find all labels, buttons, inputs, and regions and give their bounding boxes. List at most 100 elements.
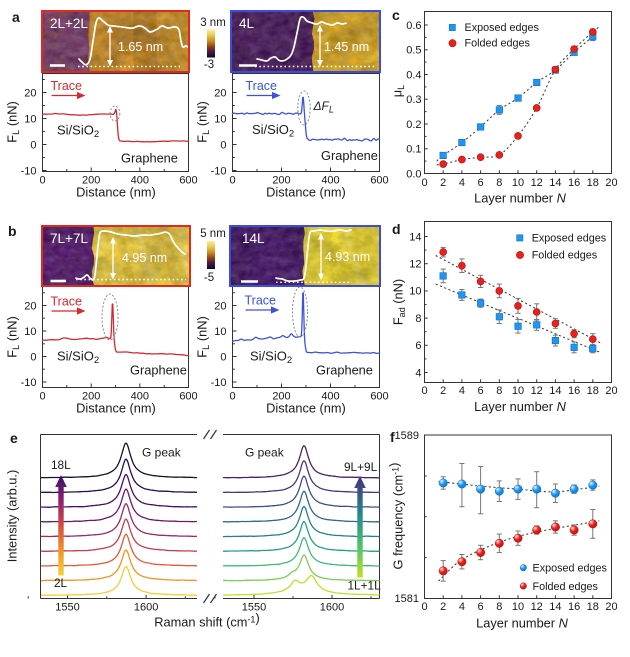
svg-text:0: 0 (421, 385, 427, 397)
svg-text:200: 200 (82, 390, 100, 402)
svg-text:7L+7L: 7L+7L (50, 231, 88, 246)
svg-text:Trace: Trace (51, 295, 83, 309)
svg-text:0.6: 0.6 (406, 20, 421, 32)
svg-text:10: 10 (409, 286, 421, 298)
svg-text:Distance (nm): Distance (nm) (76, 401, 156, 416)
svg-text:0: 0 (220, 139, 226, 151)
svg-text:4: 4 (415, 367, 421, 379)
svg-text:14: 14 (549, 601, 561, 613)
svg-text:1581: 1581 (395, 593, 419, 605)
svg-text:6: 6 (478, 601, 484, 613)
svg-text:12: 12 (531, 601, 543, 613)
svg-text:Folded edges: Folded edges (533, 581, 599, 593)
svg-text:Trace: Trace (245, 294, 277, 308)
svg-text:FL (nN): FL (nN) (5, 316, 22, 357)
svg-text:Intensity (arb.u.): Intensity (arb.u.) (5, 470, 20, 562)
svg-text:G peak: G peak (245, 446, 285, 460)
svg-text:G frequency (cm-1): G frequency (cm-1) (387, 463, 406, 570)
svg-text:20: 20 (214, 300, 226, 312)
svg-text:10: 10 (24, 326, 36, 338)
svg-text:Folded edges: Folded edges (532, 249, 598, 261)
svg-text:10: 10 (512, 601, 524, 613)
svg-text:0: 0 (220, 351, 226, 363)
svg-text:4: 4 (459, 177, 465, 189)
svg-text:f: f (390, 429, 395, 445)
svg-text:20: 20 (214, 87, 226, 99)
svg-text:4.95 nm: 4.95 nm (122, 251, 167, 265)
svg-text:4.93 nm: 4.93 nm (325, 250, 370, 264)
svg-text:FL (nN): FL (nN) (5, 101, 22, 142)
svg-text:10: 10 (512, 177, 524, 189)
svg-text:8: 8 (496, 385, 502, 397)
svg-text:Distance (nm): Distance (nm) (266, 401, 346, 416)
svg-text:6: 6 (478, 177, 484, 189)
svg-text:Trace: Trace (51, 79, 83, 93)
svg-text:Distance (nm): Distance (nm) (266, 185, 346, 200)
svg-text:0.0: 0.0 (406, 168, 421, 180)
svg-text:Trace: Trace (246, 79, 278, 93)
svg-text:1.65 nm: 1.65 nm (118, 40, 163, 54)
svg-text:5 nm: 5 nm (200, 228, 226, 240)
svg-text:12: 12 (531, 177, 543, 189)
svg-text:400: 400 (321, 390, 339, 402)
svg-text:200: 200 (272, 390, 290, 402)
svg-text:600: 600 (179, 390, 197, 402)
svg-text:1589: 1589 (395, 430, 419, 442)
svg-text:20: 20 (605, 601, 617, 613)
svg-text:18: 18 (587, 601, 599, 613)
svg-text:a: a (12, 9, 20, 25)
svg-text:Graphene: Graphene (321, 148, 378, 163)
svg-text:10: 10 (512, 385, 524, 397)
svg-text:8: 8 (415, 313, 421, 325)
svg-text:-10: -10 (21, 377, 37, 389)
svg-text:18: 18 (587, 385, 599, 397)
svg-text:Graphene: Graphene (130, 363, 187, 378)
svg-text:Si/SiO2: Si/SiO2 (250, 349, 292, 367)
svg-text:-10: -10 (211, 377, 227, 389)
svg-text:-10: -10 (21, 165, 37, 177)
svg-text:Si/SiO2: Si/SiO2 (57, 123, 99, 141)
svg-text:8: 8 (496, 177, 502, 189)
svg-text:4L: 4L (239, 16, 255, 31)
svg-text:G peak: G peak (142, 446, 182, 460)
svg-text:2: 2 (440, 385, 446, 397)
svg-text:2L: 2L (54, 576, 68, 590)
svg-text:16: 16 (568, 177, 580, 189)
svg-text:20: 20 (24, 300, 36, 312)
svg-text:0.1: 0.1 (406, 144, 421, 156)
svg-text:0: 0 (229, 390, 235, 402)
svg-text:8: 8 (496, 601, 502, 613)
svg-text:c: c (392, 7, 400, 23)
svg-text:10: 10 (214, 326, 226, 338)
svg-text:600: 600 (370, 390, 388, 402)
svg-text:12: 12 (409, 259, 421, 271)
svg-text:0: 0 (30, 139, 36, 151)
svg-text:1600: 1600 (320, 601, 344, 613)
svg-text:14L: 14L (242, 231, 265, 246)
svg-text:20: 20 (605, 177, 617, 189)
svg-text:Layer number N: Layer number N (474, 191, 567, 206)
svg-text:14: 14 (549, 177, 561, 189)
svg-text:0: 0 (39, 390, 45, 402)
svg-text:Exposed edges: Exposed edges (532, 233, 607, 245)
svg-text:20: 20 (24, 87, 36, 99)
svg-text:Graphene: Graphene (316, 363, 373, 378)
svg-text:6: 6 (415, 340, 421, 352)
svg-text:6: 6 (478, 385, 484, 397)
svg-text:Si/SiO2: Si/SiO2 (57, 349, 99, 367)
svg-text:Exposed edges: Exposed edges (465, 22, 540, 34)
svg-text:1600: 1600 (134, 601, 158, 613)
svg-text:10: 10 (214, 113, 226, 125)
svg-text:e: e (10, 430, 18, 446)
svg-text:1.45 nm: 1.45 nm (324, 40, 369, 54)
svg-text:10: 10 (24, 113, 36, 125)
svg-text:-5: -5 (204, 272, 214, 284)
svg-text:0.3: 0.3 (406, 94, 421, 106)
svg-text:18L: 18L (51, 458, 71, 472)
svg-text:0: 0 (30, 351, 36, 363)
svg-text:200: 200 (82, 174, 100, 186)
svg-text:0: 0 (229, 174, 235, 186)
svg-text:Si/SiO2: Si/SiO2 (252, 122, 294, 140)
svg-text:0: 0 (421, 601, 427, 613)
svg-text:18: 18 (587, 177, 599, 189)
